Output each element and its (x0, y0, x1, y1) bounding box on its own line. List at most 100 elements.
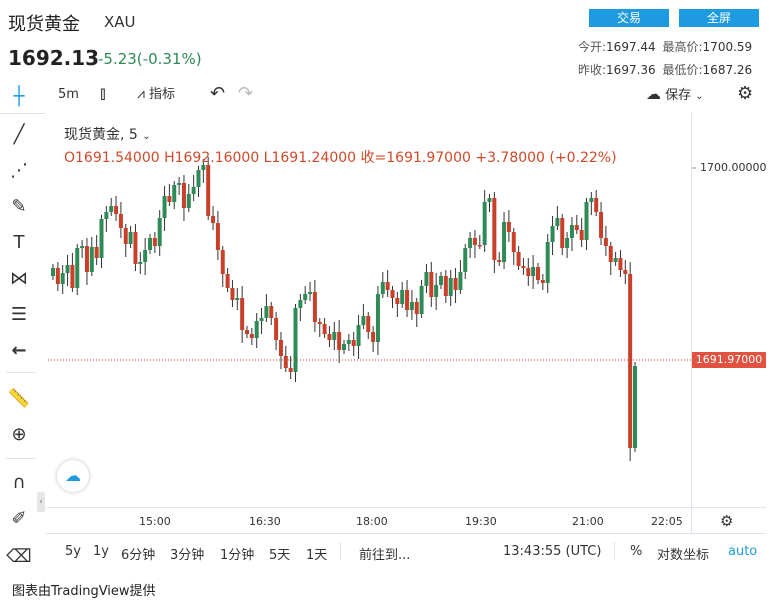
candle-body (599, 212, 604, 238)
settings-icon[interactable]: ⚙ (737, 83, 754, 104)
range-5y[interactable]: 5y (65, 544, 81, 559)
candle-body (177, 183, 182, 185)
candle-body (390, 290, 395, 298)
chevron-down-icon[interactable]: ⌄ (142, 131, 151, 142)
timezone-clock[interactable]: 13:43:55 (UTC) (503, 544, 602, 559)
goto-date-button[interactable]: 前往到... (359, 548, 411, 563)
chart-legend-title: 现货黄金, 5 ⌄ (64, 124, 151, 144)
crosshair-icon[interactable]: ┼ (13, 86, 25, 107)
candle-body (565, 238, 570, 248)
candle-body (424, 272, 429, 286)
candle-body (157, 218, 162, 246)
current-price-tag: 1691.97000 (692, 352, 766, 368)
candle-body (80, 246, 85, 248)
candle-body (623, 270, 628, 274)
candle-body (245, 330, 249, 334)
candle-body (584, 202, 589, 240)
fullscreen-button[interactable]: 全屏 (679, 9, 759, 27)
interval-selector[interactable]: 5m (58, 87, 79, 102)
candle-body (395, 298, 400, 304)
candle-body (322, 324, 327, 334)
percent-toggle[interactable]: % (630, 544, 643, 559)
redo-icon[interactable]: ↷ (238, 83, 254, 104)
range-1min[interactable]: 1分钟 (220, 548, 255, 563)
instrument-symbol: XAU (104, 13, 136, 31)
tradingview-logo-icon[interactable]: ☁ (57, 460, 89, 492)
candle-body (361, 316, 366, 325)
trash-icon[interactable]: ⌫ (6, 546, 32, 567)
candle-body (594, 198, 599, 212)
candle-body (269, 306, 274, 318)
pattern-icon[interactable]: ⋈ (10, 268, 28, 289)
candle-body (259, 318, 264, 321)
trade-button[interactable]: 交易 (589, 9, 669, 27)
candle-body (555, 218, 560, 226)
range-5d[interactable]: 5天 (269, 548, 291, 563)
candle-body (516, 252, 521, 266)
candle-body (55, 268, 60, 284)
candle-body (356, 325, 361, 346)
candle-body (298, 300, 303, 308)
prediction-icon[interactable]: ☰ (10, 304, 28, 325)
candle-body (308, 292, 313, 294)
indicators-button[interactable]: ⩘ 指标 (137, 84, 175, 106)
auto-scale-toggle[interactable]: auto (728, 544, 758, 559)
candle-body (628, 274, 633, 448)
range-6min[interactable]: 6分钟 (121, 548, 156, 563)
candle-body (128, 232, 133, 244)
candle-body (613, 258, 618, 262)
candle-body (99, 219, 104, 258)
candle-body (138, 262, 143, 264)
lock-drawing-icon[interactable]: ✐ (11, 508, 27, 529)
cloud-icon: ☁ (646, 85, 661, 103)
collapse-toolbar-handle[interactable]: ‹ (37, 492, 45, 512)
x-axis-tick: 18:00 (356, 515, 388, 528)
candle-body (371, 332, 376, 342)
candle-body (502, 222, 507, 262)
candle-body (603, 238, 608, 246)
candle-body (492, 198, 497, 260)
save-button[interactable]: ☁ 保存 ⌄ (646, 84, 704, 106)
log-scale-toggle[interactable]: 对数坐标 (657, 548, 710, 563)
candle-body (118, 214, 123, 228)
candle-body (196, 170, 201, 187)
pitchfork-icon[interactable]: ⋰ (10, 160, 28, 181)
candle-body (206, 165, 211, 216)
candle-body (375, 294, 380, 342)
candle-body (293, 308, 298, 372)
undo-icon[interactable]: ↶ (210, 83, 226, 104)
candle-body (249, 334, 254, 338)
candle-body (162, 196, 167, 218)
candle-body (351, 340, 356, 346)
back-arrow-icon[interactable]: ← (11, 340, 27, 361)
range-1d[interactable]: 1天 (306, 548, 328, 563)
high-label: 最高价: (662, 40, 703, 54)
legend-title-text: 现货黄金, 5 (64, 127, 138, 143)
candle-body (114, 206, 119, 214)
magnet-icon[interactable]: ∩ (12, 472, 26, 493)
x-axis-tick: 16:30 (249, 515, 281, 528)
candle-body (400, 290, 405, 304)
candle-body (288, 368, 293, 372)
axis-settings-icon[interactable]: ⚙ (720, 512, 734, 530)
candle-body (75, 248, 80, 288)
x-axis-tick: 21:00 (572, 515, 604, 528)
trend-line-icon[interactable]: ╱ (13, 124, 25, 145)
open-label: 今开: (578, 40, 607, 54)
candle-body (123, 228, 128, 244)
zoom-icon[interactable]: ⊕ (11, 424, 27, 445)
brush-icon[interactable]: ✎ (11, 196, 27, 217)
candle-body (148, 238, 152, 250)
candle-style-icon[interactable]: ⫾ (100, 83, 106, 104)
bottom-divider (46, 533, 766, 534)
candle-body (385, 282, 390, 290)
text-tool-icon[interactable]: T (13, 232, 25, 253)
candle-body (94, 247, 99, 258)
range-3min[interactable]: 3分钟 (170, 548, 205, 563)
candle-body (468, 238, 473, 248)
ruler-icon[interactable]: 📏 (7, 388, 31, 409)
candle-body (569, 225, 574, 238)
range-1y[interactable]: 1y (93, 544, 109, 559)
candle-body (458, 272, 463, 290)
